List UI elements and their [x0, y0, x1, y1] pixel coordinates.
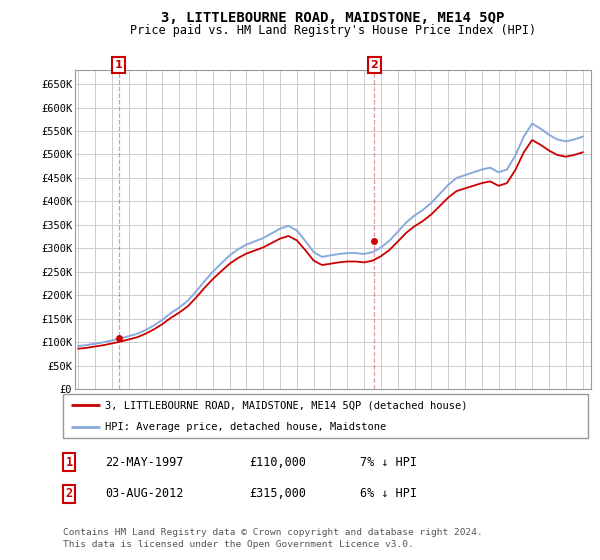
Text: 1: 1	[115, 60, 122, 70]
Text: 7% ↓ HPI: 7% ↓ HPI	[360, 455, 417, 469]
FancyBboxPatch shape	[63, 394, 588, 438]
Text: 3, LITTLEBOURNE ROAD, MAIDSTONE, ME14 5QP (detached house): 3, LITTLEBOURNE ROAD, MAIDSTONE, ME14 5Q…	[105, 400, 467, 410]
Text: Price paid vs. HM Land Registry's House Price Index (HPI): Price paid vs. HM Land Registry's House …	[130, 24, 536, 36]
Text: £315,000: £315,000	[249, 487, 306, 501]
Text: 3, LITTLEBOURNE ROAD, MAIDSTONE, ME14 5QP: 3, LITTLEBOURNE ROAD, MAIDSTONE, ME14 5Q…	[161, 11, 505, 25]
Text: 03-AUG-2012: 03-AUG-2012	[105, 487, 184, 501]
Text: 22-MAY-1997: 22-MAY-1997	[105, 455, 184, 469]
Text: 2: 2	[65, 487, 73, 501]
Text: HPI: Average price, detached house, Maidstone: HPI: Average price, detached house, Maid…	[105, 422, 386, 432]
Text: 6% ↓ HPI: 6% ↓ HPI	[360, 487, 417, 501]
Text: £110,000: £110,000	[249, 455, 306, 469]
Text: Contains HM Land Registry data © Crown copyright and database right 2024.
This d: Contains HM Land Registry data © Crown c…	[63, 528, 483, 549]
Text: 1: 1	[65, 455, 73, 469]
Text: 2: 2	[370, 60, 378, 70]
